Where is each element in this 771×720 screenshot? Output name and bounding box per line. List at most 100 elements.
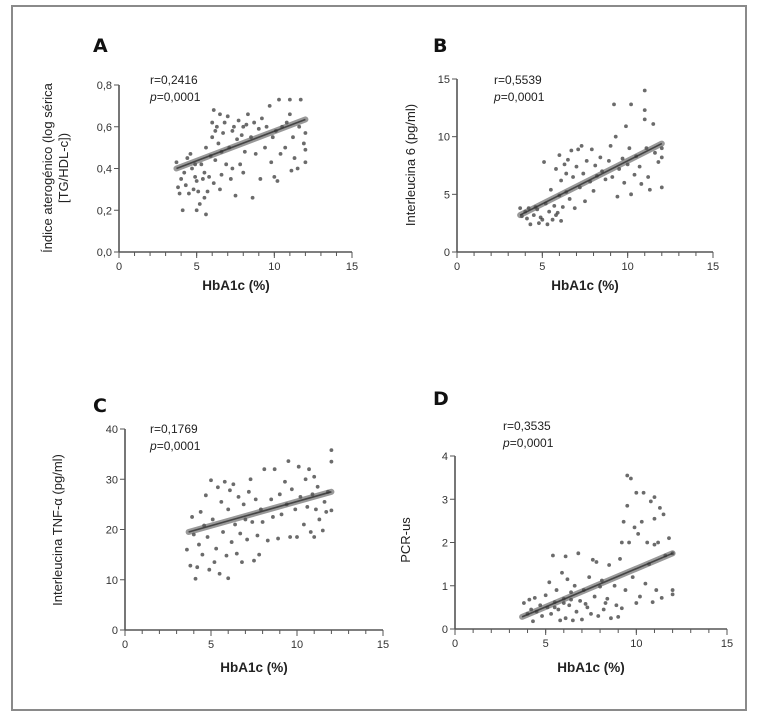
correlation-r: r=0,5539: [494, 73, 542, 87]
data-point: [562, 162, 567, 167]
data-point: [289, 168, 294, 173]
data-point: [556, 607, 561, 612]
data-point: [272, 174, 277, 179]
data-point: [203, 493, 208, 498]
data-point: [623, 588, 628, 592]
data-point: [547, 580, 552, 585]
data-point: [241, 170, 246, 175]
data-point: [579, 143, 584, 148]
data-point: [560, 205, 565, 209]
data-point: [308, 530, 313, 534]
data-point: [246, 489, 251, 494]
y-axis-label: Interleucina 6 (pg/ml): [403, 104, 418, 226]
y-tick-label: 2: [442, 538, 448, 550]
data-point: [531, 619, 535, 624]
data-point: [563, 554, 568, 559]
p-value-number: =0,0001: [157, 90, 201, 104]
data-point: [226, 576, 231, 581]
data-point: [652, 495, 657, 499]
data-point: [228, 177, 233, 181]
data-point: [248, 477, 253, 482]
p-value: p=0,0001: [149, 90, 201, 104]
data-point: [527, 597, 532, 602]
data-point: [581, 171, 586, 176]
x-axis-label: HbA1c (%): [220, 660, 288, 675]
data-point: [639, 519, 644, 524]
data-point: [329, 508, 334, 513]
data-point: [209, 478, 213, 483]
data-point: [571, 175, 575, 179]
data-point: [569, 148, 574, 153]
data-point: [645, 540, 650, 545]
data-point: [525, 216, 529, 221]
data-point: [236, 118, 241, 123]
data-point: [614, 603, 619, 608]
data-point: [518, 206, 523, 211]
data-point: [217, 571, 222, 576]
data-point: [558, 618, 563, 623]
data-point: [296, 464, 301, 469]
data-point: [269, 497, 274, 502]
data-point: [549, 611, 554, 616]
p-value: p=0,0001: [502, 436, 554, 450]
x-tick-label: 0: [454, 261, 460, 273]
data-point: [289, 487, 294, 492]
data-point: [542, 160, 546, 164]
y-tick-label: 0,6: [97, 122, 112, 134]
data-point: [528, 222, 533, 227]
data-point: [659, 185, 664, 190]
x-tick-label: 15: [377, 639, 389, 651]
y-tick-label: 10: [438, 132, 450, 144]
p-symbol: p: [149, 90, 157, 104]
data-point: [305, 504, 310, 509]
x-tick-label: 5: [194, 261, 200, 273]
data-point: [204, 145, 208, 150]
y-axis-label: Índice aterogénico (log sérica: [40, 82, 55, 253]
data-point: [283, 479, 287, 484]
data-point: [616, 614, 621, 619]
data-point: [239, 133, 244, 138]
data-point: [264, 124, 269, 129]
data-point: [667, 536, 671, 541]
data-point: [263, 145, 267, 150]
data-point: [642, 88, 647, 93]
data-point: [215, 485, 220, 490]
data-point: [293, 507, 298, 512]
data-point: [267, 103, 272, 108]
data-point: [210, 120, 215, 125]
data-point: [194, 208, 199, 213]
y-tick-label: 0,8: [97, 80, 112, 92]
y-tick-label: 0: [444, 247, 450, 259]
data-point: [262, 467, 267, 472]
data-point: [659, 595, 664, 600]
data-point: [619, 606, 624, 611]
data-point: [224, 553, 229, 558]
data-point: [634, 601, 639, 605]
data-point: [565, 577, 570, 582]
data-point: [225, 114, 230, 119]
x-tick-label: 5: [539, 261, 545, 273]
data-point: [578, 598, 583, 603]
data-point: [211, 108, 216, 112]
data-point: [585, 605, 590, 610]
y-axis-label: Interleucina TNF-α (pg/ml): [50, 454, 65, 606]
x-axis-label: HbA1c (%): [551, 278, 619, 293]
data-point: [587, 575, 592, 579]
data-point: [303, 160, 308, 165]
data-point: [641, 490, 646, 495]
data-point: [271, 515, 275, 519]
data-point: [195, 565, 200, 570]
data-point: [650, 600, 655, 605]
data-point: [621, 519, 626, 524]
data-point: [629, 102, 633, 107]
data-point: [612, 102, 616, 107]
data-point: [324, 510, 329, 514]
data-point: [642, 117, 647, 122]
data-point: [624, 124, 628, 129]
data-point: [630, 575, 635, 579]
data-point: [576, 551, 581, 556]
data-point: [256, 126, 261, 131]
data-point: [540, 614, 544, 618]
data-point: [548, 187, 553, 192]
